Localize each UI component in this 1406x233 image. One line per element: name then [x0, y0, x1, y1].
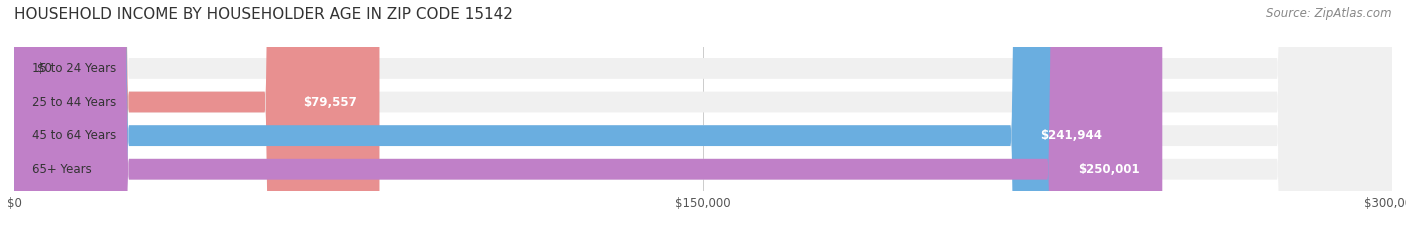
Text: Source: ZipAtlas.com: Source: ZipAtlas.com — [1267, 7, 1392, 20]
Text: $250,001: $250,001 — [1078, 163, 1139, 176]
FancyBboxPatch shape — [14, 0, 1163, 233]
Text: HOUSEHOLD INCOME BY HOUSEHOLDER AGE IN ZIP CODE 15142: HOUSEHOLD INCOME BY HOUSEHOLDER AGE IN Z… — [14, 7, 513, 22]
Text: $79,557: $79,557 — [302, 96, 357, 109]
Text: $0: $0 — [37, 62, 52, 75]
FancyBboxPatch shape — [14, 0, 380, 233]
FancyBboxPatch shape — [14, 0, 1392, 233]
Text: 65+ Years: 65+ Years — [32, 163, 93, 176]
FancyBboxPatch shape — [14, 0, 1125, 233]
FancyBboxPatch shape — [14, 0, 1392, 233]
Text: 25 to 44 Years: 25 to 44 Years — [32, 96, 117, 109]
Text: $241,944: $241,944 — [1040, 129, 1102, 142]
FancyBboxPatch shape — [14, 0, 1392, 233]
FancyBboxPatch shape — [14, 0, 1392, 233]
Text: 45 to 64 Years: 45 to 64 Years — [32, 129, 117, 142]
Text: 15 to 24 Years: 15 to 24 Years — [32, 62, 117, 75]
